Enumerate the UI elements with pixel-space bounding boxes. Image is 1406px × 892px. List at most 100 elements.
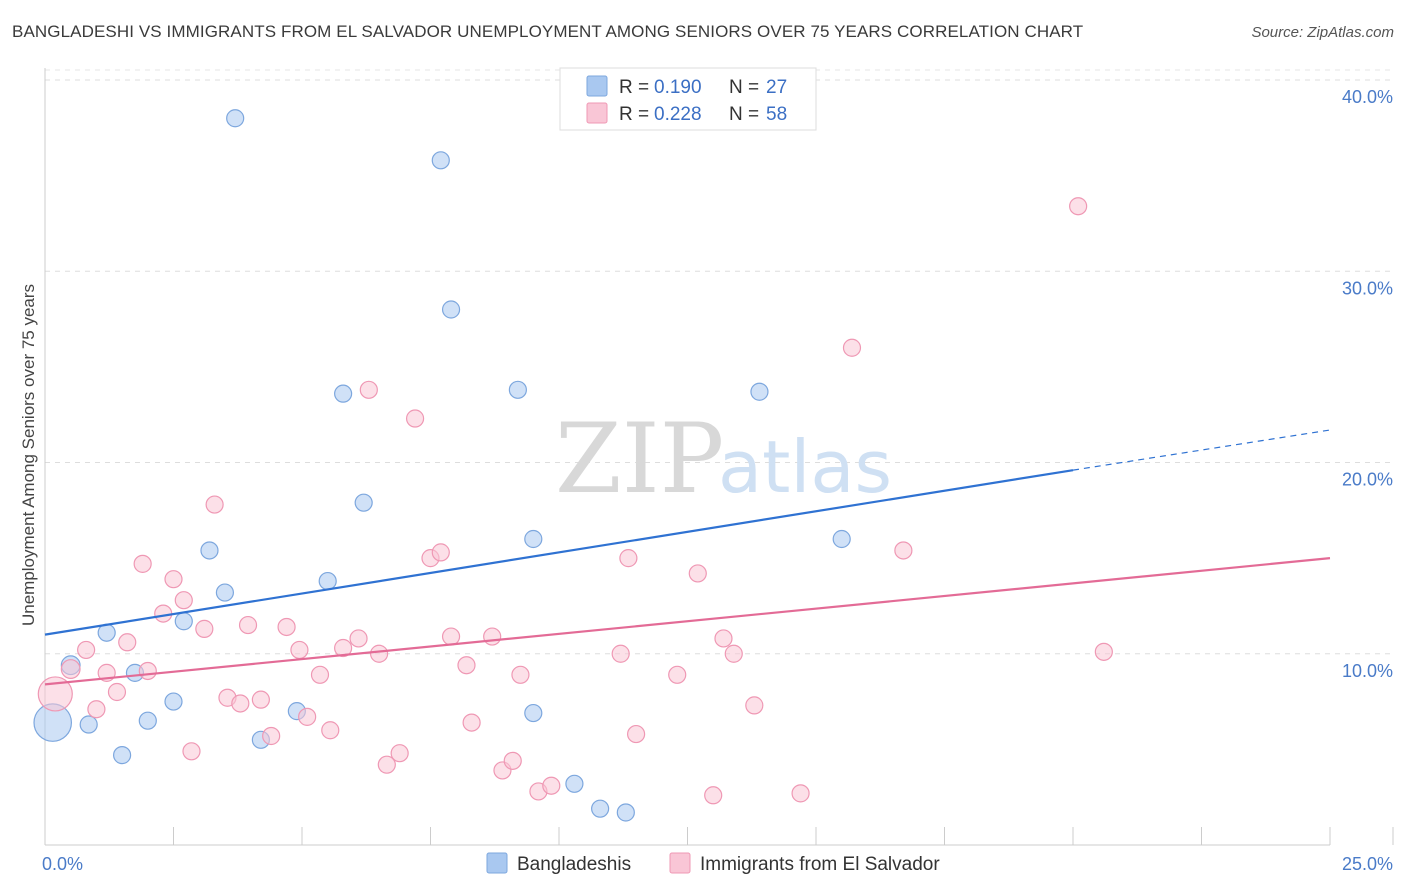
watermark: ZIP atlas (555, 403, 892, 515)
y-tick-label: 30.0% (1342, 278, 1393, 298)
data-point (791, 784, 810, 803)
y-axis-label: Unemployment Among Seniors over 75 years (19, 284, 38, 626)
data-point (714, 629, 733, 648)
data-point (182, 742, 201, 761)
trend-lines (44, 429, 1331, 686)
data-point (750, 382, 769, 401)
legend-n-value-2: 58 (766, 104, 787, 125)
data-point (87, 700, 106, 719)
legend-swatch-el-salvador (586, 102, 608, 124)
data-points (33, 109, 1113, 822)
bottom-legend: Bangladeshis Immigrants from El Salvador (486, 852, 940, 875)
data-point (842, 338, 862, 357)
source-credit: Source: ZipAtlas.com (1251, 24, 1394, 41)
data-point (200, 541, 219, 560)
legend-r-label-1: R = (619, 77, 649, 98)
data-point (205, 495, 224, 514)
data-point (60, 659, 81, 680)
data-point (616, 803, 635, 822)
data-point (405, 409, 425, 428)
data-point (334, 638, 353, 658)
data-point (133, 554, 152, 573)
legend-n-value-1: 27 (766, 77, 787, 98)
data-point (231, 694, 250, 713)
data-point (704, 786, 723, 805)
data-point (195, 619, 214, 638)
data-point (724, 644, 743, 663)
watermark-atlas: atlas (718, 425, 892, 509)
legend-r-value-1: 0.190 (654, 77, 702, 98)
bottom-legend-bangladeshis: Bangladeshis (517, 854, 631, 875)
data-point (441, 300, 461, 319)
data-point (262, 726, 281, 746)
data-point (441, 627, 461, 646)
data-point (349, 629, 368, 648)
data-point (370, 644, 389, 663)
data-point (524, 529, 543, 549)
x-tick-label-start: 0.0% (42, 854, 83, 874)
data-point (1094, 642, 1113, 661)
data-point (457, 656, 476, 675)
trend-line-extension-0 (1072, 429, 1331, 471)
series-bangladeshis (33, 109, 851, 822)
data-point (668, 665, 687, 684)
trend-line-1 (44, 557, 1331, 686)
data-point (112, 746, 132, 765)
legend-n-label-1: N = (729, 77, 759, 98)
data-point (745, 696, 764, 715)
data-point (832, 529, 851, 549)
grid-lines (45, 69, 1395, 655)
data-point (79, 715, 98, 734)
data-point (318, 571, 337, 591)
data-point (164, 692, 183, 711)
data-point (1069, 197, 1088, 216)
data-point (503, 751, 522, 770)
data-point (251, 690, 270, 709)
data-point (511, 665, 530, 684)
bottom-legend-el-salvador: Immigrants from El Salvador (700, 854, 940, 875)
data-point (37, 676, 73, 712)
data-point (138, 661, 157, 681)
legend: R = 0.190 N = 27 R = 0.228 N = 58 (559, 67, 817, 131)
data-point (107, 682, 127, 702)
data-point (354, 493, 373, 512)
data-point (565, 774, 584, 793)
data-point (542, 776, 561, 795)
data-point (164, 570, 183, 589)
data-point (431, 151, 450, 170)
y-tick-label: 20.0% (1342, 470, 1393, 490)
series-el-salvador (37, 197, 1113, 805)
data-point (174, 612, 193, 631)
trend-line-0 (44, 469, 1074, 636)
data-point (321, 721, 340, 740)
legend-r-label-2: R = (619, 104, 649, 125)
data-point (277, 617, 296, 637)
watermark-zip: ZIP (555, 403, 724, 515)
data-point (626, 724, 646, 744)
data-point (462, 713, 481, 732)
data-point (591, 799, 610, 818)
y-tick-label: 10.0% (1342, 661, 1393, 681)
data-point (298, 707, 317, 726)
data-point (118, 633, 137, 652)
legend-n-label-2: N = (729, 104, 759, 125)
data-point (619, 549, 638, 568)
data-point (238, 615, 258, 635)
data-point (377, 755, 396, 774)
x-tick-label-end: 25.0% (1342, 854, 1393, 874)
legend-r-value-2: 0.228 (654, 104, 702, 125)
data-point (154, 604, 173, 623)
y-tick-label: 40.0% (1342, 87, 1393, 107)
data-point (431, 543, 450, 562)
data-point (688, 564, 707, 583)
data-point (138, 711, 157, 730)
data-point (334, 384, 353, 403)
bottom-legend-swatch-bangladeshis (486, 852, 508, 874)
data-point (611, 644, 630, 663)
data-point (174, 591, 193, 610)
data-point (226, 109, 245, 128)
data-point (215, 583, 234, 602)
data-point (359, 380, 378, 399)
x-tick-labels: 0.0% 25.0% (42, 854, 1393, 874)
